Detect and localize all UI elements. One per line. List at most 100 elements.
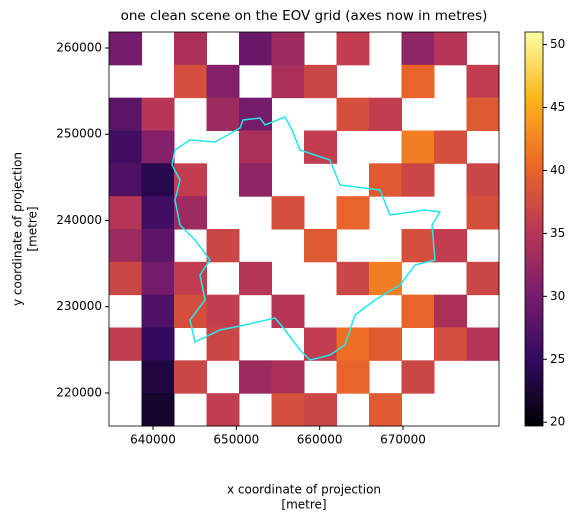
y-axis-label: y coordinate of projection bbox=[11, 152, 25, 306]
raster-cell bbox=[434, 32, 467, 66]
raster-cell bbox=[304, 130, 337, 164]
colorbar-tick-label: 35 bbox=[550, 226, 565, 240]
raster-cell bbox=[271, 32, 305, 66]
raster-cell bbox=[109, 229, 142, 263]
y-tick-label: 260000 bbox=[56, 40, 102, 54]
raster-cell bbox=[141, 196, 175, 230]
raster-cell bbox=[109, 97, 142, 131]
raster-cell bbox=[304, 393, 337, 427]
raster-cell bbox=[466, 261, 500, 296]
x-axis-label: x coordinate of projection bbox=[227, 483, 381, 497]
y-tick-label: 240000 bbox=[56, 213, 102, 227]
raster-cell bbox=[141, 130, 175, 164]
x-tick-label: 660000 bbox=[297, 433, 343, 447]
raster-cell bbox=[336, 327, 370, 361]
raster-cell bbox=[434, 327, 467, 361]
raster-cell bbox=[271, 196, 305, 230]
raster-cell bbox=[434, 294, 467, 328]
boundary bbox=[171, 116, 442, 361]
raster-cell bbox=[239, 32, 272, 66]
x-tick-label: 670000 bbox=[380, 433, 426, 447]
raster-cell bbox=[401, 64, 435, 99]
raster-cell bbox=[109, 327, 142, 361]
raster-cell bbox=[466, 64, 500, 99]
raster-cell bbox=[336, 196, 370, 230]
x-tick-label: 650000 bbox=[213, 433, 259, 447]
raster-cell bbox=[304, 64, 337, 99]
raster-cell bbox=[369, 327, 402, 361]
raster-cell bbox=[369, 163, 402, 197]
raster-cell bbox=[271, 294, 305, 328]
raster-cell bbox=[466, 196, 500, 230]
raster-cell bbox=[401, 130, 435, 164]
colorbar-tick-label: 50 bbox=[550, 37, 565, 51]
raster-cell bbox=[206, 327, 240, 361]
raster-cell bbox=[174, 64, 207, 99]
raster-cell bbox=[401, 294, 435, 328]
raster-cell bbox=[141, 261, 175, 296]
colorbar-tick-label: 30 bbox=[550, 289, 565, 303]
raster-cell bbox=[466, 163, 500, 197]
raster-cell bbox=[239, 261, 272, 296]
raster-cell bbox=[206, 64, 240, 99]
raster-cell bbox=[109, 163, 142, 197]
raster-cell bbox=[141, 97, 175, 131]
colorbar bbox=[524, 31, 544, 427]
raster-cell bbox=[304, 229, 337, 263]
raster-cell bbox=[109, 196, 142, 230]
raster-cell bbox=[369, 261, 402, 296]
raster-cell bbox=[401, 163, 435, 197]
raster-cell bbox=[401, 229, 435, 263]
raster-cell bbox=[174, 196, 207, 230]
raster-cell bbox=[466, 327, 500, 361]
raster-cell bbox=[369, 97, 402, 131]
raster-cell bbox=[239, 360, 272, 394]
raster-cell bbox=[141, 229, 175, 263]
y-tick-label: 220000 bbox=[56, 385, 102, 399]
chart-title: one clean scene on the EOV grid (axes no… bbox=[121, 8, 488, 24]
raster-cell bbox=[206, 229, 240, 263]
x-tick-label: 640000 bbox=[130, 433, 176, 447]
colorbar-tick-label: 25 bbox=[550, 352, 565, 366]
raster-cell bbox=[174, 261, 207, 296]
raster bbox=[109, 32, 500, 427]
y-tick-label: 250000 bbox=[56, 127, 102, 141]
raster-cell bbox=[336, 261, 370, 296]
y-tick-label: 230000 bbox=[56, 299, 102, 313]
raster-cell bbox=[141, 294, 175, 328]
y-axis-label: [metre] bbox=[26, 206, 40, 251]
raster-cell bbox=[271, 393, 305, 427]
raster-cell bbox=[109, 32, 142, 66]
axes-frame bbox=[108, 31, 500, 427]
colorbar-tick-label: 40 bbox=[550, 163, 565, 177]
raster-cell bbox=[434, 229, 467, 263]
raster-cell bbox=[369, 393, 402, 427]
raster-cell bbox=[206, 97, 240, 131]
raster-cell bbox=[466, 97, 500, 131]
raster-cell bbox=[239, 130, 272, 164]
raster-cell bbox=[336, 360, 370, 394]
raster-cell bbox=[304, 327, 337, 361]
raster-cell bbox=[109, 261, 142, 296]
raster-cell bbox=[174, 360, 207, 394]
colorbar-tick-label: 45 bbox=[550, 100, 565, 114]
raster-cell bbox=[141, 163, 175, 197]
raster-cell bbox=[174, 163, 207, 197]
raster-cell bbox=[239, 163, 272, 197]
raster-cell bbox=[401, 360, 435, 394]
raster-cell bbox=[109, 130, 142, 164]
raster-cell bbox=[141, 360, 175, 394]
raster-cell bbox=[174, 32, 207, 66]
raster-cell bbox=[401, 32, 435, 66]
x-axis-label: [metre] bbox=[281, 498, 326, 512]
raster-cell bbox=[141, 393, 175, 427]
raster-cell bbox=[336, 97, 370, 131]
raster-cell bbox=[206, 393, 240, 427]
raster-cell bbox=[271, 64, 305, 99]
raster-cell bbox=[271, 360, 305, 394]
raster-cell bbox=[239, 97, 272, 131]
raster-cell bbox=[141, 327, 175, 361]
colorbar-tick-label: 20 bbox=[550, 415, 565, 429]
raster-cell bbox=[206, 294, 240, 328]
